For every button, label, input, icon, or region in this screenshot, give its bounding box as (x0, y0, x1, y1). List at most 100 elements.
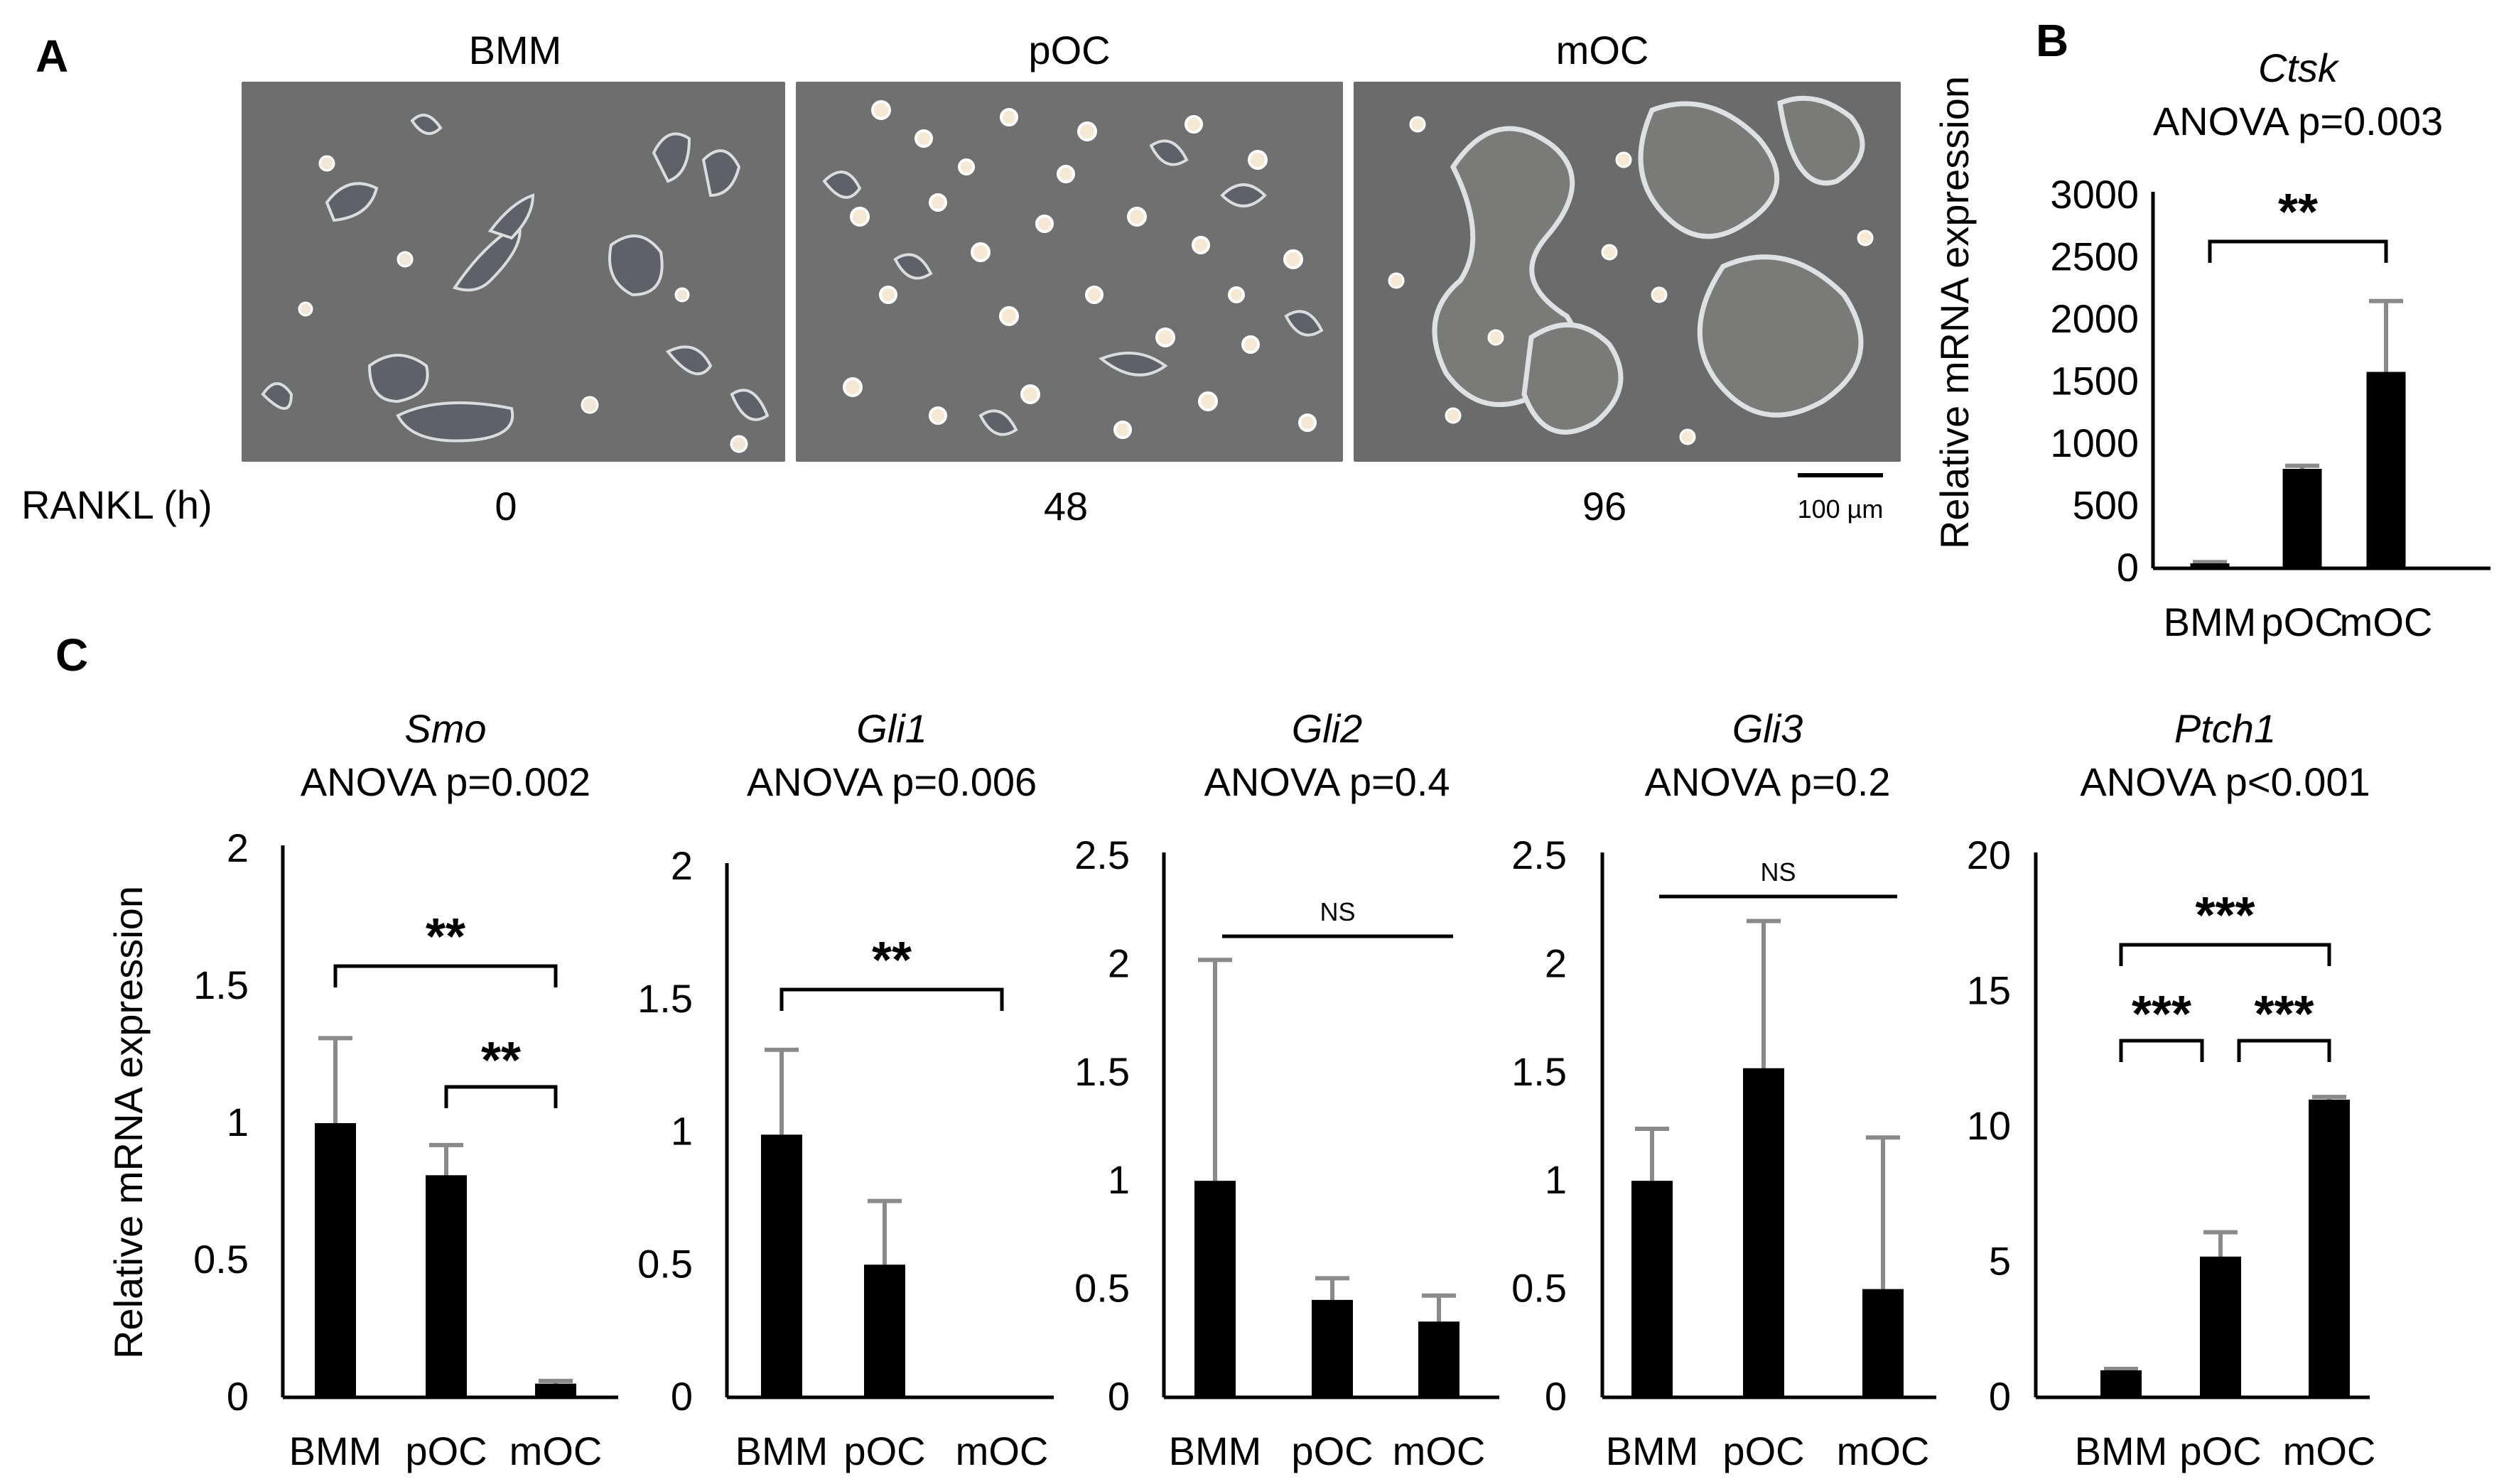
time-label-poc: 48 (1043, 484, 1089, 529)
gli3-y-tick-label-1: 0.5 (1511, 1266, 1567, 1311)
panel-label-c: C (55, 629, 89, 681)
ptch1-y-tick-label-0: 0 (1989, 1374, 2011, 1419)
ptch1-sig-stars-0: *** (2195, 887, 2255, 944)
gli2-bar-0 (1194, 1181, 1236, 1397)
gli3-y-tick-label-0: 0 (1545, 1374, 1567, 1419)
gli3-y-tick-label-2: 1 (1545, 1157, 1567, 1202)
ctsk-x-tick-label-2: mOC (2340, 600, 2433, 644)
ptch1-sig-bracket-0 (2119, 943, 2331, 966)
gli3-bar-1 (1743, 1068, 1784, 1397)
gli1-y-tick-label-0: 0 (671, 1374, 693, 1419)
gli1-y-tick-label-4: 2 (671, 843, 693, 888)
smo-x-tick-label-1: pOC (405, 1429, 487, 1473)
ptch1-bar-0 (2100, 1370, 2142, 1397)
smo-bar-1 (426, 1175, 467, 1397)
smo-y-tick-label-3: 1.5 (193, 963, 249, 1007)
image-title-bmm: BMM (468, 28, 562, 72)
ctsk-y-tick-label-3: 1500 (2050, 359, 2139, 404)
ptch1-x-tick-label-2: mOC (2283, 1429, 2376, 1473)
ptch1-y-tick-label-4: 20 (1967, 833, 2011, 877)
gli2-y-tick-label-2: 1 (1108, 1157, 1130, 1202)
gli2-gene-title: Gli2 (1292, 706, 1363, 751)
smo-anova-subtitle: ANOVA p=0.002 (301, 759, 590, 804)
ctsk-sig-bracket-0 (2208, 239, 2388, 263)
gli2-bar-1 (1312, 1299, 1353, 1397)
gli1-sig-bracket-0 (779, 987, 1004, 1011)
gli1-y-tick-label-3: 1.5 (637, 976, 693, 1021)
ctsk-y-tick-label-0: 0 (2117, 545, 2139, 590)
gli2-anova-subtitle: ANOVA p=0.4 (1204, 759, 1450, 804)
ptch1-sig-bracket-2 (2237, 1039, 2331, 1062)
scale-bar (1798, 473, 1883, 477)
image-title-moc: mOC (1555, 28, 1649, 72)
ctsk-bar-0 (2190, 563, 2230, 568)
gli2-y-tick-label-1: 0.5 (1074, 1266, 1130, 1311)
ptch1-sig-stars-2: *** (2254, 986, 2314, 1043)
gli1-x-tick-label-2: mOC (956, 1429, 1049, 1473)
gli2-y-tick-label-4: 2 (1108, 941, 1130, 985)
ctsk-bar-2 (2366, 372, 2406, 568)
gli1-anova-subtitle: ANOVA p=0.006 (747, 759, 1037, 804)
ptch1-bar-1 (2200, 1256, 2241, 1397)
ptch1-sig-bracket-1 (2119, 1039, 2204, 1062)
gli3-bar-2 (1862, 1289, 1904, 1397)
gli2-y-tick-label-3: 1.5 (1074, 1049, 1130, 1094)
ctsk-anova-subtitle: ANOVA p=0.003 (2153, 99, 2443, 143)
smo-y-axis-label: Relative mRNA expression (106, 886, 151, 1359)
smo-x-tick-label-2: mOC (509, 1429, 603, 1473)
gli2-bar-2 (1418, 1321, 1459, 1397)
micrograph-moc-drawing (1354, 82, 1901, 462)
micrograph-bmm-drawing (242, 82, 785, 462)
ptch1-y-tick-label-1: 5 (1989, 1239, 2011, 1284)
panel-label-b: B (2036, 15, 2069, 66)
ctsk-bar-1 (2282, 469, 2322, 568)
gli2-y-tick-label-0: 0 (1108, 1374, 1130, 1419)
smo-sig-bracket-0 (333, 964, 558, 987)
ctsk-y-tick-label-1: 500 (2073, 483, 2139, 528)
gli3-y-tick-label-3: 1.5 (1511, 1049, 1567, 1094)
ctsk-y-tick-label-4: 2000 (2050, 296, 2139, 341)
time-label-moc: 96 (1582, 484, 1627, 529)
smo-y-tick-label-1: 0.5 (193, 1237, 249, 1282)
ctsk-x-tick-label-1: pOC (2261, 600, 2343, 644)
ptch1-bar-2 (2309, 1099, 2350, 1397)
smo-bar-2 (535, 1383, 576, 1397)
ctsk-x-tick-label-0: BMM (2164, 600, 2257, 644)
micrograph-moc (1354, 82, 1901, 462)
gli3-bar-0 (1631, 1181, 1673, 1397)
gli1-x-tick-label-0: BMM (735, 1429, 829, 1473)
gli2-y-tick-label-5: 2.5 (1074, 833, 1130, 877)
smo-sig-stars-1: ** (481, 1032, 521, 1089)
gli3-gene-title: Gli3 (1732, 706, 1803, 751)
smo-bar-0 (315, 1123, 356, 1397)
smo-sig-bracket-1 (444, 1085, 558, 1108)
gli1-bar-0 (761, 1134, 802, 1397)
gli3-x-tick-label-1: pOC (1722, 1429, 1804, 1473)
ctsk-gene-title: Ctsk (2258, 45, 2340, 90)
gli3-x-tick-label-2: mOC (1837, 1429, 1930, 1473)
gli1-x-tick-label-1: pOC (843, 1429, 925, 1473)
time-label-bmm: 0 (495, 484, 517, 529)
ptch1-sig-stars-1: *** (2132, 986, 2191, 1043)
ptch1-y-tick-label-2: 10 (1967, 1103, 2011, 1148)
gli1-y-tick-label-2: 1 (671, 1109, 693, 1154)
ptch1-gene-title: Ptch1 (2174, 706, 2276, 751)
gli3-y-tick-label-4: 2 (1545, 941, 1567, 985)
smo-sig-stars-0: ** (426, 909, 465, 965)
micrograph-poc-drawing (796, 82, 1343, 462)
ctsk-y-axis-label: Relative mRNA expression (1932, 76, 1977, 549)
gli1-sig-stars-0: ** (872, 932, 912, 989)
ptch1-y-tick-label-3: 15 (1967, 968, 2011, 1013)
ctsk-sig-stars-0: ** (2278, 184, 2318, 241)
micrograph-poc (796, 82, 1343, 462)
smo-y-tick-label-4: 2 (227, 825, 249, 870)
ctsk-y-tick-label-5: 2500 (2050, 234, 2139, 279)
ptch1-x-tick-label-1: pOC (2179, 1429, 2261, 1473)
smo-x-tick-label-0: BMM (289, 1429, 382, 1473)
smo-y-tick-label-0: 0 (227, 1374, 249, 1419)
image-title-poc: pOC (1028, 28, 1111, 72)
smo-y-tick-label-2: 1 (227, 1100, 249, 1144)
gli2-x-tick-label-1: pOC (1291, 1429, 1373, 1473)
gli2-x-tick-label-0: BMM (1169, 1429, 1262, 1473)
ctsk-y-tick-label-2: 1000 (2050, 421, 2139, 465)
